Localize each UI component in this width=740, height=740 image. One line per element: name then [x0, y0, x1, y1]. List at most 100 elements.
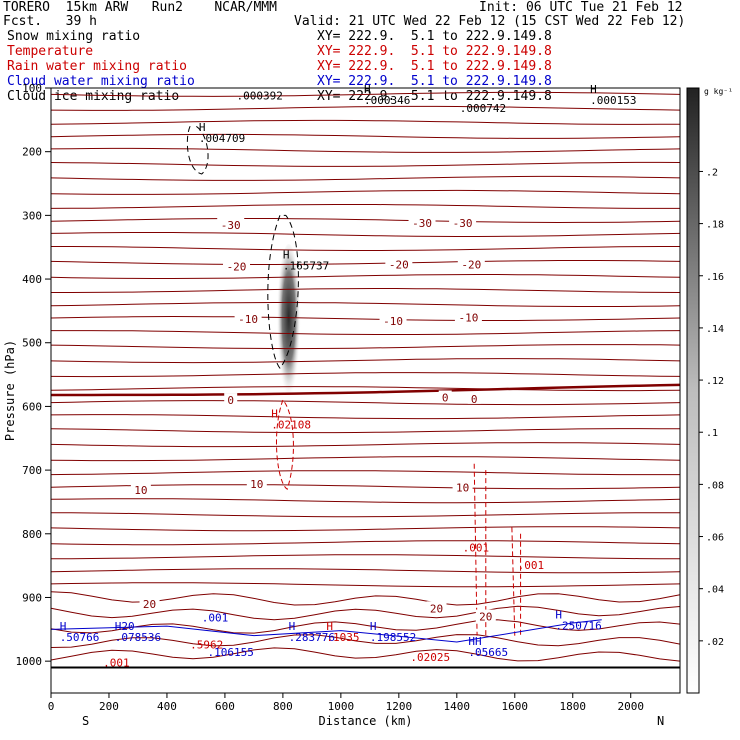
theta-contour: [50, 119, 681, 125]
theta-contour: [50, 526, 681, 532]
colorbar-tick-label: .1: [706, 428, 718, 439]
extremum-marker: H: [370, 620, 377, 633]
theta-contour: [50, 133, 681, 139]
theta-contour: [50, 386, 681, 392]
theta-contour: [50, 582, 681, 588]
rain-contour: [473, 463, 487, 636]
field-name-cloud-ice: Cloud ice mixing ratio: [7, 89, 180, 104]
extremum-marker: H: [555, 608, 562, 621]
x-tick-label: 200: [99, 700, 119, 713]
theta-contour: [50, 302, 681, 307]
theta-contour: [50, 232, 681, 237]
theta-contour: [50, 161, 681, 167]
x-tick-label: 0: [48, 700, 55, 713]
theta-contour: [50, 218, 681, 224]
theta-contour: [50, 105, 681, 111]
theta-contour: [50, 91, 681, 97]
colorbar-unit: g kg⁻¹: [704, 87, 733, 96]
theta-contour: [50, 634, 681, 648]
forecast-hour: Fcst. 39 h: [3, 14, 97, 29]
colorbar-tick-label: .06: [706, 533, 724, 544]
south-label: S: [82, 714, 89, 728]
temperature-label: 20: [143, 598, 156, 611]
extremum-value: .250716: [555, 619, 601, 632]
theta-contour: [50, 498, 681, 504]
extremum-value: .001: [463, 542, 490, 555]
extremum-value: .02025: [410, 651, 450, 664]
x-tick-label: 1200: [386, 700, 413, 713]
colorbar-tick-label: .08: [706, 480, 724, 491]
extremum-marker: H: [590, 83, 597, 96]
field-xy-temperature: XY= 222.9. 5.1 to 222.9.149.8: [317, 44, 552, 59]
temperature-label: -30: [412, 217, 432, 230]
temperature-label: 10: [250, 478, 263, 491]
extremum-marker: H: [271, 408, 278, 421]
temperature-label: 0: [442, 392, 449, 405]
y-tick-label: 300: [22, 209, 42, 222]
temperature-label: 10: [456, 481, 469, 494]
temperature-label: -10: [238, 313, 258, 326]
model-title: TORERO 15km ARW Run2 NCAR/MMM: [3, 0, 277, 15]
plot-frame: [50, 87, 681, 694]
extremum-value: .283776: [289, 631, 335, 644]
y-tick-label: 100: [22, 82, 42, 95]
field-name-rain: Rain water mixing ratio: [7, 59, 188, 74]
y-tick-label: 500: [22, 337, 42, 350]
extremum-value: .50766: [60, 631, 100, 644]
cloud-water-contour: [50, 619, 602, 643]
temperature-label: -30: [453, 217, 473, 230]
theta-contour: [51, 330, 681, 335]
extremum-value: .001: [202, 612, 229, 625]
theta-contour: [50, 204, 680, 209]
colorbar-tick-label: .16: [706, 272, 724, 283]
theta-contour: [50, 260, 681, 265]
colorbar-tick-label: .14: [706, 324, 724, 335]
y-axis-label: Pressure (hPa): [3, 340, 17, 441]
temperature-label: 20: [430, 602, 443, 615]
extremum-value: .05665: [468, 646, 508, 659]
valid-time: Valid: 21 UTC Wed 22 Feb 12 (15 CST Wed …: [294, 14, 686, 29]
temperature-label: -30: [221, 219, 241, 232]
theta-contour: [50, 456, 681, 462]
theta-contour: [51, 246, 680, 251]
theta-contour: [50, 315, 681, 321]
field-xy-rain: XY= 222.9. 5.1 to 222.9.149.8: [317, 59, 552, 74]
temperature-label: 0: [227, 394, 234, 407]
y-tick-label: 400: [22, 273, 42, 286]
x-tick-label: 1600: [502, 700, 529, 713]
x-tick-label: 1400: [444, 700, 471, 713]
field-name-snow: Snow mixing ratio: [7, 29, 141, 44]
x-tick-label: 1800: [560, 700, 587, 713]
theta-contour: [50, 619, 681, 634]
extremum-marker: H: [326, 620, 333, 633]
temperature-label: 0: [471, 393, 478, 406]
temperature-label: -20: [461, 258, 481, 271]
x-tick-label: 600: [215, 700, 235, 713]
theta-contour: [50, 484, 681, 490]
y-tick-label: 700: [22, 464, 42, 477]
x-tick-label: 2000: [617, 700, 644, 713]
extremum-marker: H20: [115, 620, 135, 633]
extremum-value: .02108: [271, 419, 311, 432]
theta-contour: [50, 175, 681, 181]
extremum-value: .198552: [370, 631, 416, 644]
theta-contour: [50, 400, 681, 406]
colorbar-tick-label: .18: [706, 220, 724, 231]
temperature-label: -10: [458, 311, 478, 324]
colorbar: [686, 87, 700, 694]
extremum-value: .000392: [237, 89, 283, 102]
colorbar-tick-label: .12: [706, 376, 724, 387]
theta-contour: [50, 344, 681, 350]
theta-contour: [50, 147, 681, 153]
y-tick-label: 1000: [16, 655, 43, 668]
x-tick-label: 1000: [328, 700, 355, 713]
field-xy-snow: XY= 222.9. 5.1 to 222.9.149.8: [317, 29, 552, 44]
field-name-temperature: Temperature: [7, 44, 94, 59]
extremum-marker: H: [289, 620, 296, 633]
extremum-value: .000346: [364, 94, 410, 107]
theta-contour: [50, 568, 681, 574]
extremum-value: .1035: [326, 631, 359, 644]
rain-contour: [275, 399, 294, 490]
theta-contour: [50, 274, 681, 279]
